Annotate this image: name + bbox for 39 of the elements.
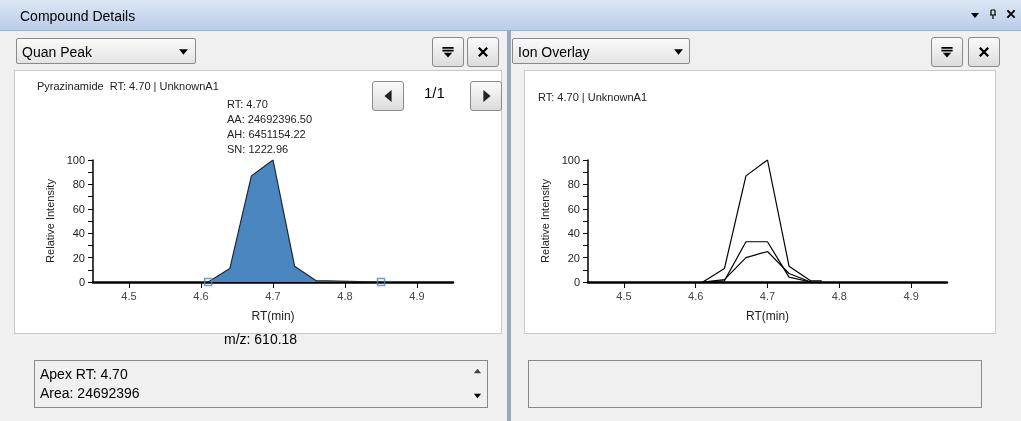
x-tick-label: 4.9 (409, 289, 425, 302)
y-tick-label: 100 (66, 154, 85, 166)
x-tick-label: 4.6 (688, 289, 704, 302)
x-axis-title: RT(min) (251, 309, 295, 323)
y-tick-label: 100 (561, 154, 580, 166)
y-tick-label: 40 (567, 227, 580, 240)
x-axis-title: RT(min) (745, 309, 790, 323)
y-tick-label: 80 (72, 178, 85, 191)
x-tick-label: 4.7 (265, 289, 281, 302)
text: RT: 4.70 (227, 98, 268, 110)
text: Area: 24692396 (40, 385, 140, 401)
text: AA: 24692396.50 (227, 113, 313, 125)
chart-title: Pyrazinamide RT: 4.70 | UnknownA1 (37, 79, 219, 92)
y-axis-title: Relative Intensity (539, 178, 552, 263)
x-tick-label: 4.8 (831, 289, 847, 302)
y-tick-label: 0 (573, 276, 580, 288)
x-tick-label: 4.5 (121, 289, 137, 302)
y-tick-label: 20 (72, 251, 85, 264)
x-tick-label: 4.9 (903, 289, 919, 302)
y-tick-label: 20 (567, 251, 580, 264)
text: Apex RT: 4.70 (40, 366, 128, 382)
y-tick-label: 0 (78, 276, 85, 288)
x-tick-label: 4.5 (616, 289, 632, 302)
text: m/z: 610.18 (224, 331, 298, 347)
y-tick-label: 40 (72, 227, 85, 240)
y-tick-label: 60 (72, 202, 85, 215)
text: Ion Overlay (512, 38, 690, 64)
x-tick-label: 4.7 (759, 289, 776, 302)
text: AH: 6451154.22 (227, 128, 306, 140)
chart-title: RT: 4.70 | UnknownA1 (538, 90, 648, 103)
x-tick-label: 4.8 (337, 289, 353, 302)
text: Compound Details (20, 8, 136, 24)
y-axis-title: Relative Intensity (44, 178, 57, 263)
text: Quan Peak (16, 38, 196, 64)
y-tick-label: 80 (567, 178, 580, 191)
text: 1/1 (424, 84, 445, 101)
text: SN: 1222.96 (227, 143, 289, 155)
y-tick-label: 60 (567, 202, 580, 215)
x-tick-label: 4.6 (193, 289, 209, 302)
